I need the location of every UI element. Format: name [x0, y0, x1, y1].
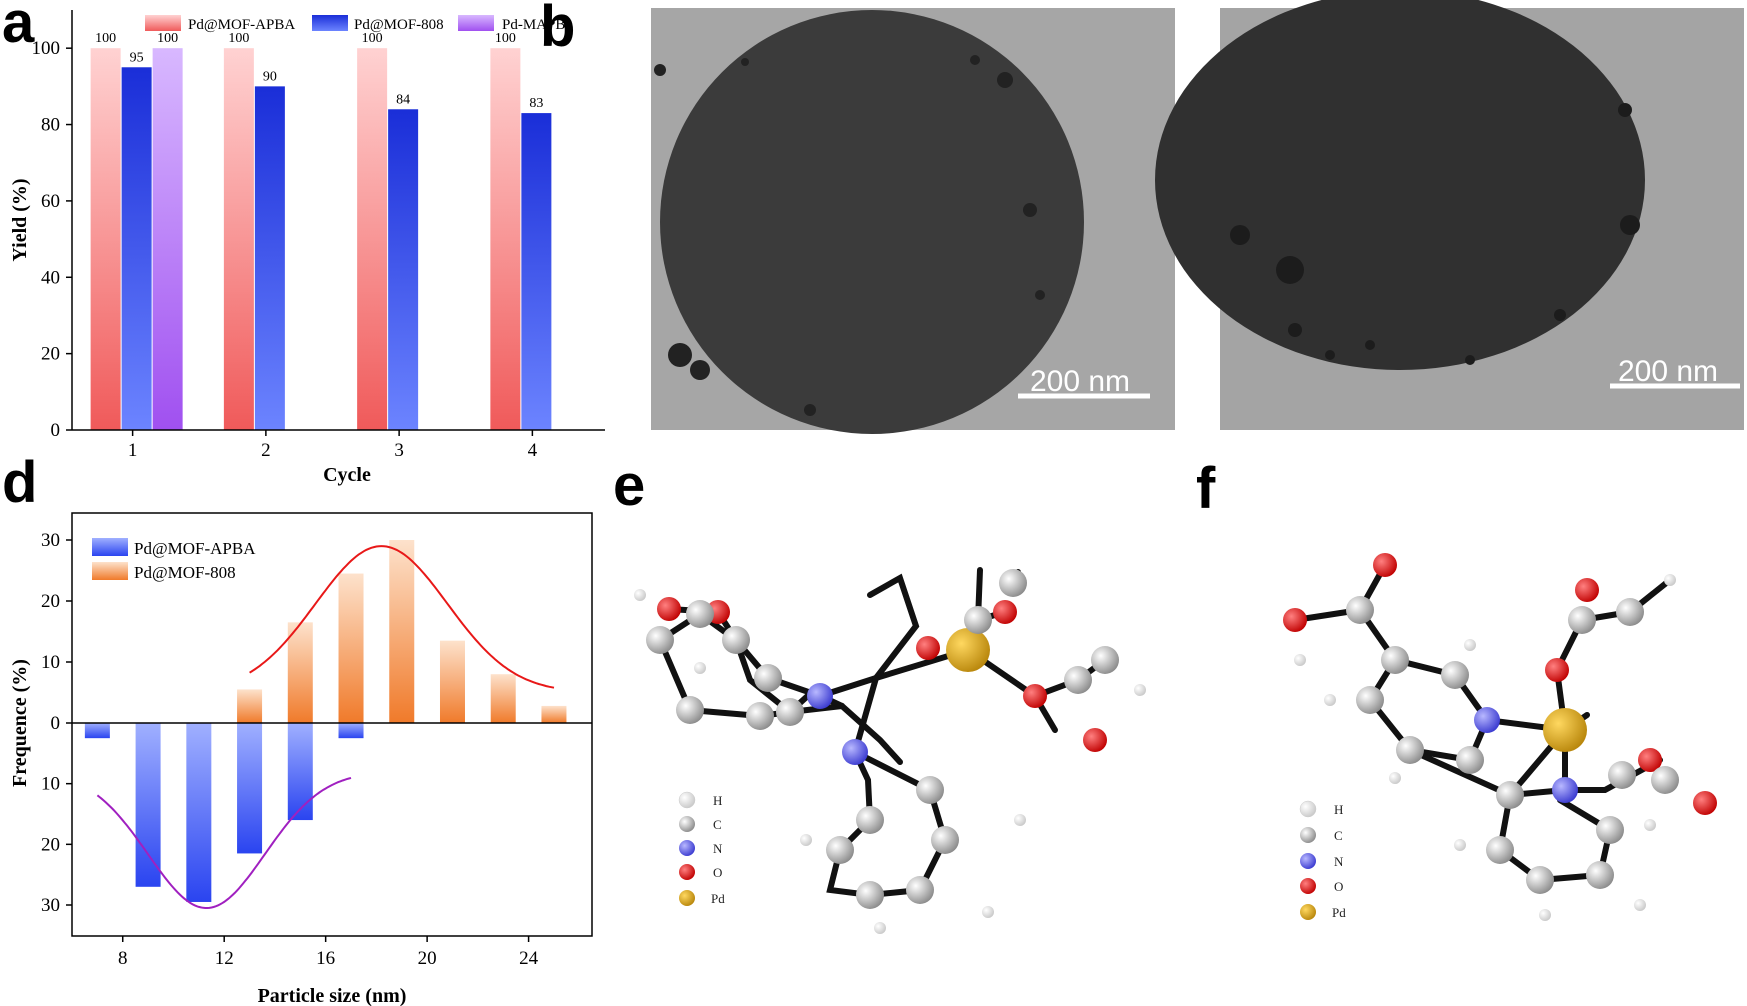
data-label: 100 [495, 31, 516, 46]
data-label: 100 [157, 31, 178, 46]
data-label: 100 [95, 31, 116, 46]
bar-pd-mof-808-cycle-4 [521, 113, 552, 430]
bar-pd-mof-808-17nm [338, 573, 364, 723]
x-tick-label: 1 [128, 440, 138, 461]
data-label: 100 [362, 31, 383, 46]
y-tick-label: 20 [41, 834, 60, 855]
y-tick-label: 30 [41, 895, 60, 916]
bar-pd-mof-808-cycle-2 [254, 86, 285, 430]
y-axis-title: Frequence (%) [9, 659, 31, 787]
bar-pd-mof-apba-cycle-2 [223, 48, 254, 430]
bar-pd-mof-808-cycle-3 [388, 109, 419, 430]
y-tick-label: 40 [41, 267, 60, 288]
atom-legend-Pd: Pd [711, 891, 725, 906]
atom-legend-O: O [713, 865, 722, 880]
legend-label-pd-mof-808: Pd@MOF-808 [134, 563, 236, 582]
tem-image-b: 200 nm [651, 8, 1175, 434]
plot-frame [71, 512, 593, 937]
atom-legend-Pd: Pd [1332, 905, 1346, 920]
panel-label-e: e [613, 453, 645, 518]
molecular-structure-e: H C N O Pd [634, 567, 1146, 934]
bar-pd-mof-apba-7nm [84, 723, 110, 739]
y-tick-label: 60 [41, 191, 60, 212]
fit-curve-pd-mof-apba [96, 776, 352, 909]
legend-label-pd-mof-apba: Pd@MOF-APBA [134, 539, 256, 558]
data-label: 95 [130, 50, 144, 65]
x-tick-label: 8 [118, 948, 128, 969]
y-tick-label: 10 [41, 774, 60, 795]
atom-legend-N: N [1334, 854, 1344, 869]
x-tick-label: 16 [316, 948, 335, 969]
fit-curve-pd-mof-808 [249, 545, 555, 689]
x-axis-title: Particle size (nm) [258, 985, 407, 1006]
data-label: 83 [529, 96, 543, 111]
legend-label-pd-mapb: Pd-MAPB [502, 17, 565, 33]
x-tick-label: 12 [215, 948, 234, 969]
bar-pd-mof-apba-cycle-1 [90, 48, 121, 430]
legend-swatch-pd-mof-apba [92, 538, 128, 556]
bar-pd-mof-apba-13nm [237, 723, 263, 854]
legend-label-pd-mof-808: Pd@MOF-808 [354, 17, 444, 33]
y-tick-label: 20 [41, 344, 60, 365]
x-tick-label: 3 [394, 440, 404, 461]
y-tick-label: 100 [32, 38, 61, 59]
legend-swatch-pd-mapb [458, 15, 494, 31]
yield-bar-chart: 100 95 100 100 90 100 84 100 83 0 20 40 60 80 100 1 2 3… [9, 10, 605, 486]
bar-pd-mof-808-13nm [237, 689, 263, 723]
bar-pd-mof-808-25nm [541, 705, 567, 723]
y-tick-label: 80 [41, 115, 60, 136]
legend: Pd@MOF-APBA Pd@MOF-808 Pd-MAPB [145, 15, 565, 33]
bar-pd-mof-808-cycle-1 [121, 67, 152, 430]
atom-legend-H: H [1334, 802, 1343, 817]
bar-pd-mof-apba-cycle-4 [490, 48, 521, 430]
panel-label-f: f [1196, 456, 1216, 521]
atom-legend-C: C [713, 817, 722, 832]
bar-pd-mof-808-19nm [389, 540, 415, 723]
atom-legend-H: H [713, 793, 722, 808]
scale-bar-label-c: 200 nm [1618, 355, 1718, 388]
x-tick-label: 24 [519, 948, 539, 969]
x-tick-label: 2 [261, 440, 271, 461]
bar-pd-mof-apba-15nm [287, 723, 313, 821]
atom-legend-C: C [1334, 828, 1343, 843]
molecular-structure-f: H C N O Pd [1283, 553, 1717, 921]
data-label: 90 [263, 69, 277, 84]
y-axis-title: Yield (%) [9, 178, 31, 261]
atom-legend: H C N O Pd [678, 791, 725, 906]
y-tick-label: 10 [41, 652, 60, 673]
legend-swatch-pd-mof-apba [145, 15, 181, 31]
legend-swatch-pd-mof-808 [312, 15, 348, 31]
legend: Pd@MOF-APBA Pd@MOF-808 [92, 538, 256, 582]
y-tick-label: 30 [41, 530, 60, 551]
legend-swatch-pd-mof-808 [92, 562, 128, 580]
x-tick-label: 20 [418, 948, 437, 969]
data-label: 84 [396, 92, 410, 107]
y-tick-label: 20 [41, 591, 60, 612]
y-tick-label: 0 [51, 420, 61, 441]
bar-pd-mof-apba-17nm [338, 723, 364, 739]
bar-pd-mof-apba-cycle-3 [357, 48, 388, 430]
data-label: 100 [228, 31, 249, 46]
x-axis-title: Cycle [323, 464, 371, 486]
y-tick-label: 0 [51, 713, 61, 734]
tem-image-c: 200 nm [1155, 0, 1744, 430]
panel-label-a: a [2, 0, 35, 55]
bar-pd-mof-808-21nm [439, 640, 465, 723]
atom-legend: H C N O Pd [1299, 800, 1346, 920]
x-tick-label: 4 [528, 440, 538, 461]
scale-bar-label-b: 200 nm [1030, 365, 1130, 398]
bar-pd-mapb-cycle-1 [152, 48, 183, 430]
panel-label-d: d [2, 450, 37, 515]
atom-legend-O: O [1334, 879, 1343, 894]
legend-label-pd-mof-apba: Pd@MOF-APBA [188, 17, 295, 33]
bar-pd-mof-apba-9nm [135, 723, 161, 887]
bar-pd-mof-808-23nm [490, 674, 516, 723]
bar-pd-mof-808-15nm [287, 622, 313, 723]
bar-pd-mof-apba-11nm [186, 723, 212, 902]
panel-label-b: b [540, 0, 575, 59]
atom-legend-N: N [713, 841, 723, 856]
particle-size-chart: 0 10 20 30 10 20 30 8 12 16 20 24 Particle size (n… [9, 512, 593, 1006]
